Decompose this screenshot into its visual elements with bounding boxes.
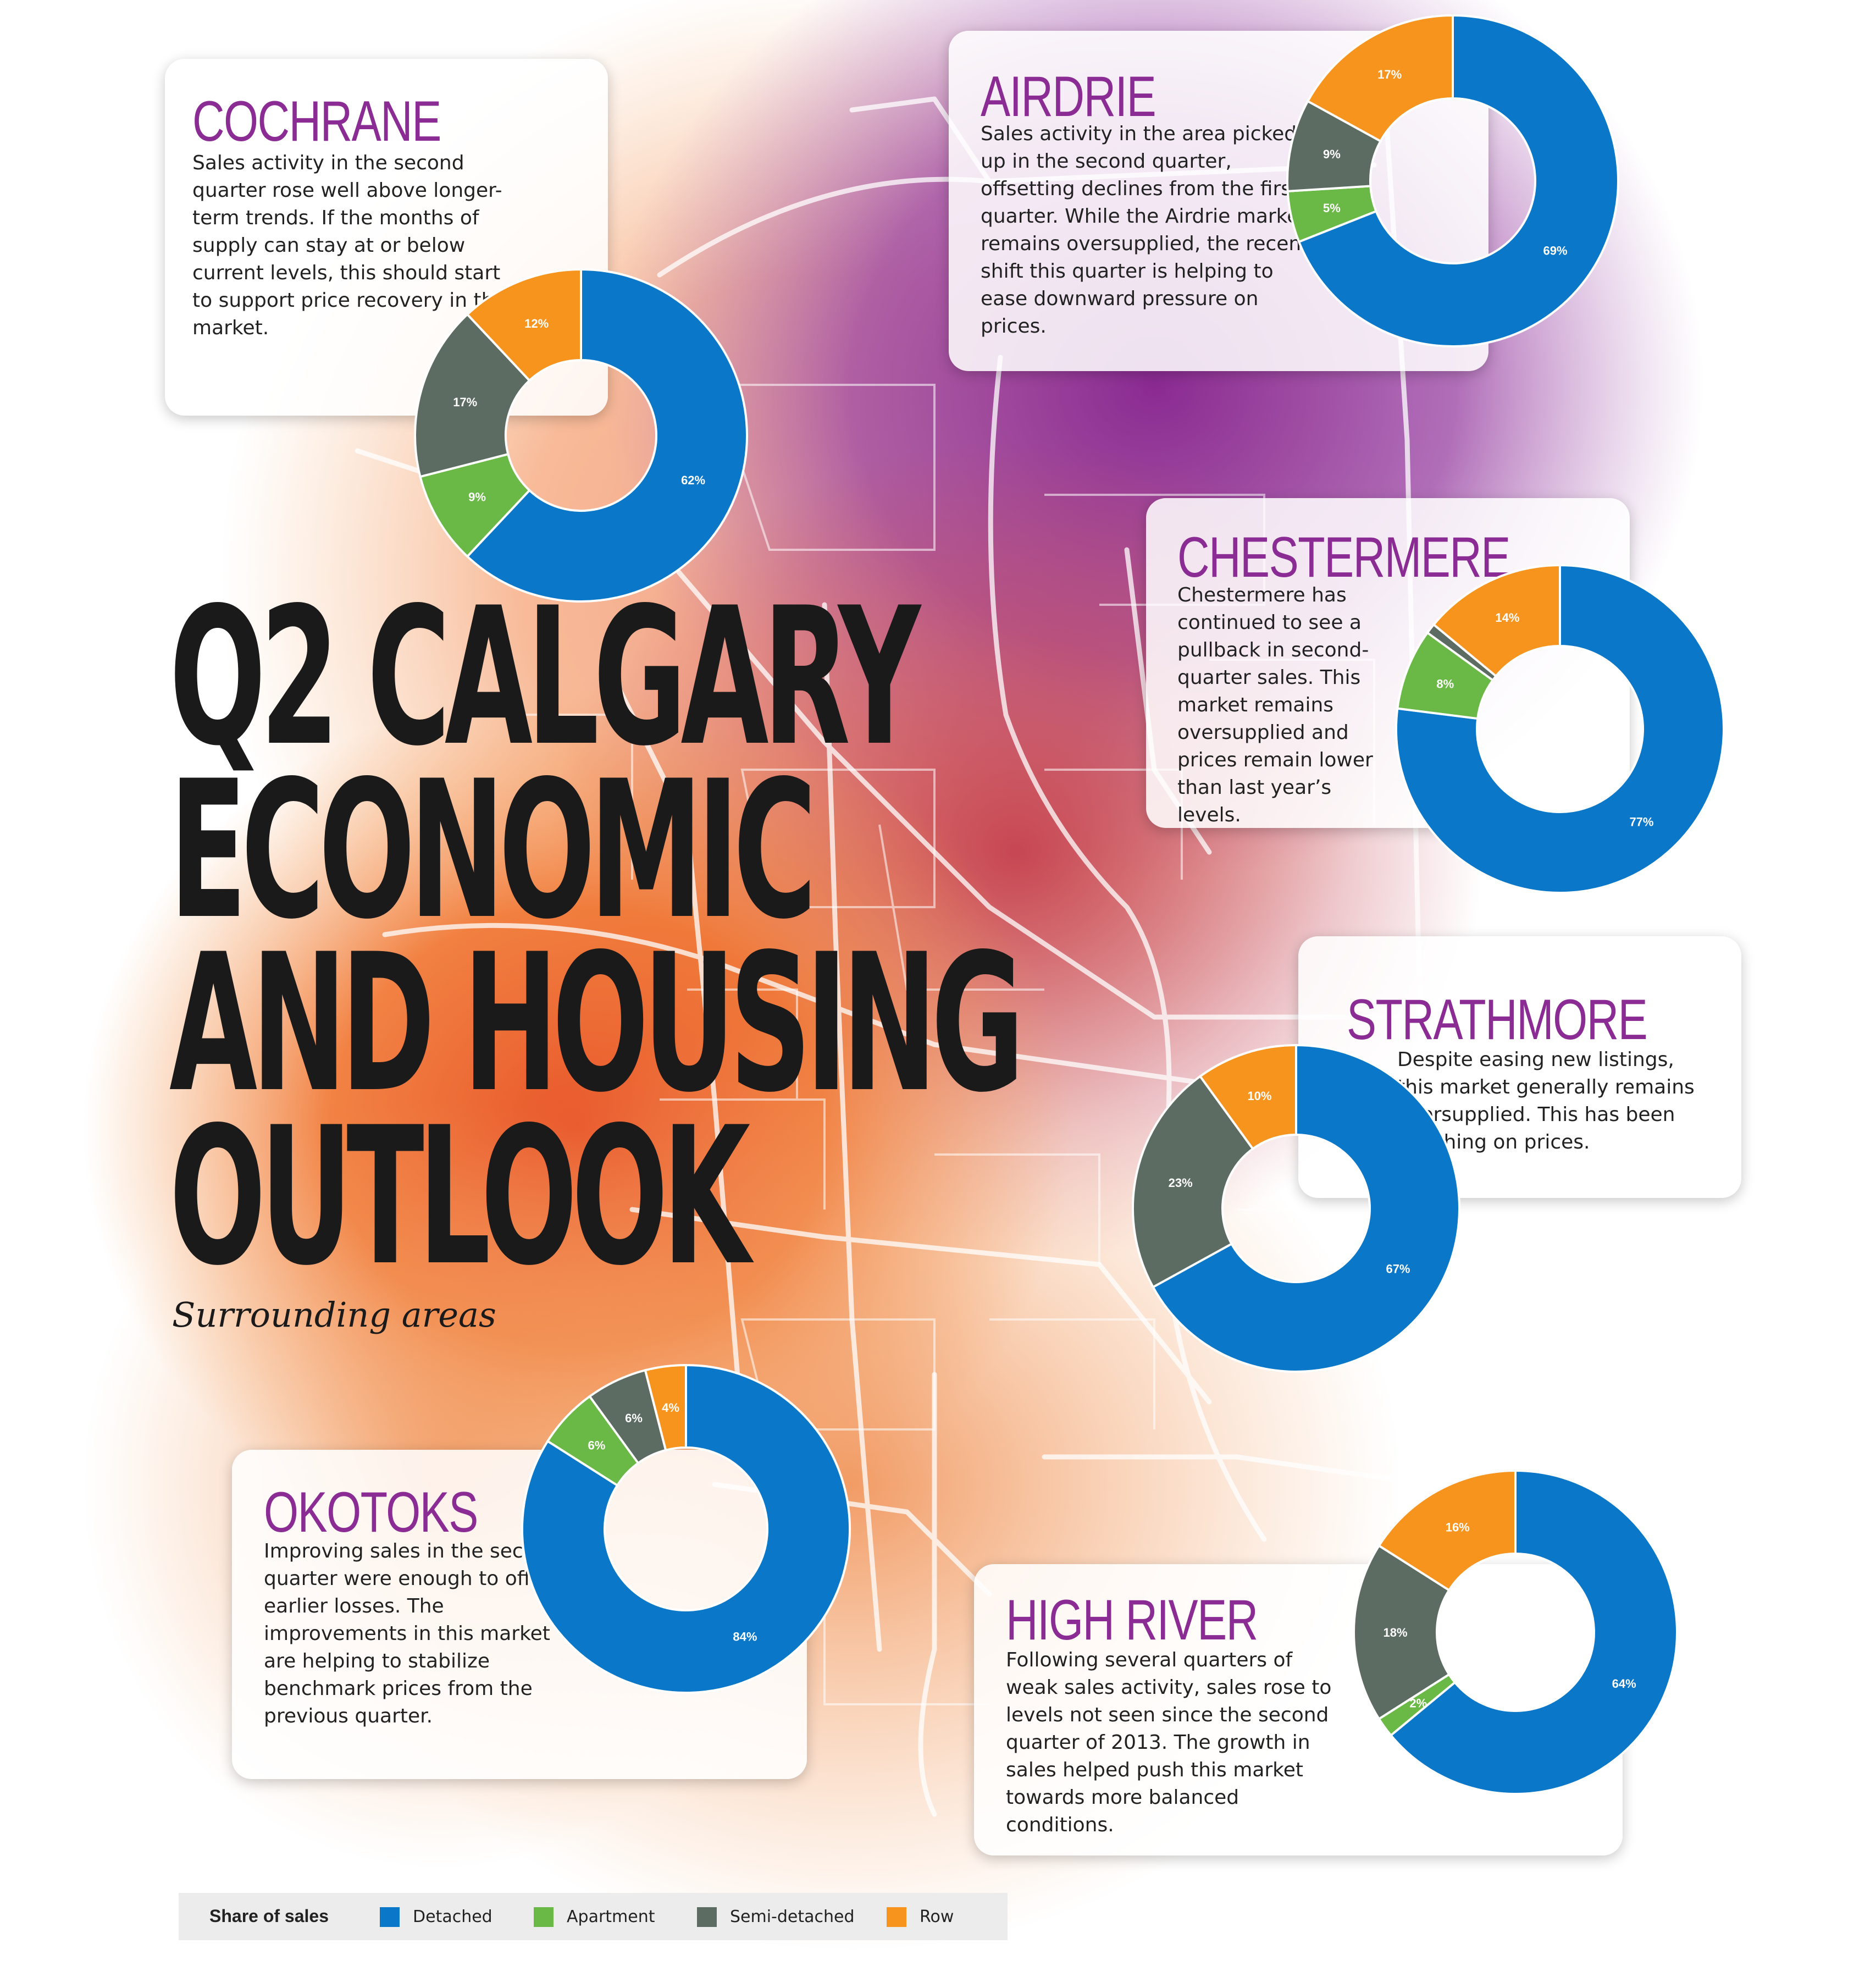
headline-line-4: OUTLOOK — [169, 1087, 750, 1307]
chestermere-title: CHESTERMERE — [1177, 526, 1510, 589]
slice-cochrane-row — [466, 268, 582, 382]
label-airdrie-row: 17% — [1377, 68, 1402, 81]
donut-strathmore: 67% 23% 10% — [1132, 1043, 1460, 1373]
label-airdrie-detached: 69% — [1543, 244, 1567, 258]
strathmore-title: STRATHMORE — [1347, 988, 1648, 1052]
label-strathmore-row: 10% — [1247, 1089, 1271, 1103]
slice-strathmore-row — [1198, 1043, 1297, 1151]
label-cochrane-row: 12% — [524, 317, 549, 330]
donut-high-river: 64%2%18%16% — [1353, 1469, 1678, 1795]
slice-strathmore-detached — [1152, 1043, 1460, 1373]
slice-chestermere-detached — [1395, 564, 1725, 894]
cochrane-title: COCHRANE — [192, 90, 441, 153]
label-strathmore-detached: 67% — [1386, 1262, 1410, 1276]
headline: Q2 CALGARY ECONOMIC AND HOUSING OUTLOOK — [169, 583, 1025, 1292]
okotoks-card: OKOTOKS Improving sales in the second qu… — [232, 1450, 807, 1779]
slice-strathmore-semi-detached — [1132, 1074, 1255, 1289]
legend-swatch-apartment — [534, 1907, 554, 1927]
label-airdrie-semi-detached: 9% — [1323, 147, 1341, 161]
donut-airdrie: 69% 5% 9% 17% — [1286, 14, 1620, 347]
label-cochrane-semi-detached: 17% — [453, 395, 477, 409]
label-okotoks-semi-detached: 6% — [625, 1411, 643, 1425]
headline-line-3: AND HOUSING — [169, 914, 1025, 1134]
subtitle: Surrounding areas — [172, 1295, 496, 1335]
airdrie-title: AIRDRIE — [981, 65, 1156, 129]
slice-high-river-semi-detached — [1353, 1544, 1451, 1721]
chestermere-text: Chestermere has continued to see a pullb… — [1177, 584, 1373, 826]
slice-okotoks-detached — [521, 1363, 851, 1694]
label-cochrane-apartment: 9% — [468, 490, 486, 504]
label-chestermere-row: 14% — [1495, 611, 1519, 625]
slice-high-river-detached — [1389, 1469, 1678, 1795]
legend: Share of sales Detached Apartment Semi-d… — [179, 1893, 1008, 1940]
highriver-text: Following several quarters of weak sales… — [1006, 1649, 1332, 1836]
legend-label-semi-detached: Semi-detached — [730, 1907, 855, 1926]
legend-label-row: Row — [920, 1907, 954, 1926]
legend-swatch-semi-detached — [697, 1907, 717, 1927]
headline-line-2: ECONOMIC — [169, 741, 817, 961]
highriver-title: HIGH RIVER — [1006, 1588, 1258, 1652]
legend-label-detached: Detached — [413, 1907, 492, 1926]
highriver-card: HIGH RIVER Following several quarters of… — [974, 1564, 1623, 1855]
legend-swatch-detached — [380, 1907, 400, 1927]
donut-chestermere: 77% 8% 14% — [1395, 564, 1725, 894]
okotoks-title: OKOTOKS — [264, 1481, 478, 1544]
slice-chestermere-row — [1432, 564, 1561, 678]
slice-airdrie-row — [1306, 14, 1454, 143]
label-strathmore-semi-detached: 23% — [1169, 1176, 1193, 1190]
label-high-river-row: 16% — [1446, 1521, 1470, 1534]
legend-title: Share of sales — [209, 1906, 329, 1926]
label-okotoks-detached: 84% — [733, 1630, 757, 1643]
chestermere-card: CHESTERMERE Chestermere has continued to… — [1146, 498, 1630, 828]
label-chestermere-detached: 77% — [1629, 815, 1653, 829]
headline-line-1: Q2 CALGARY — [169, 567, 921, 788]
slice-cochrane-detached — [466, 268, 748, 603]
label-high-river-semi-detached: 18% — [1383, 1626, 1407, 1639]
legend-label-apartment: Apartment — [567, 1907, 655, 1926]
label-okotoks-apartment: 6% — [588, 1438, 606, 1452]
okotoks-text: Improving sales in the second quarter we… — [264, 1540, 561, 1727]
slice-okotoks-row — [644, 1363, 687, 1452]
slice-high-river-row — [1377, 1469, 1517, 1592]
slice-airdrie-detached — [1297, 14, 1620, 347]
label-cochrane-detached: 62% — [681, 473, 705, 487]
airdrie-text: Sales activity in the area picked up in … — [981, 123, 1309, 338]
slice-cochrane-semi-detached — [414, 313, 532, 478]
label-airdrie-apartment: 5% — [1323, 201, 1341, 215]
legend-swatch-row — [887, 1907, 906, 1927]
label-chestermere-apartment: 8% — [1436, 677, 1454, 691]
donut-okotoks: 84% 6% 6% 4% — [521, 1363, 851, 1694]
cochrane-text: Sales activity in the second quarter ros… — [192, 152, 510, 339]
cochrane-card: COCHRANE Sales activity in the second qu… — [165, 59, 608, 416]
label-high-river-detached: 64% — [1612, 1677, 1636, 1691]
strathmore-card: STRATHMORE Despite easing new listings, … — [1298, 936, 1741, 1198]
donut-cochrane: 62% 9% 17% 12% — [414, 268, 748, 603]
label-okotoks-row: 4% — [662, 1401, 679, 1415]
